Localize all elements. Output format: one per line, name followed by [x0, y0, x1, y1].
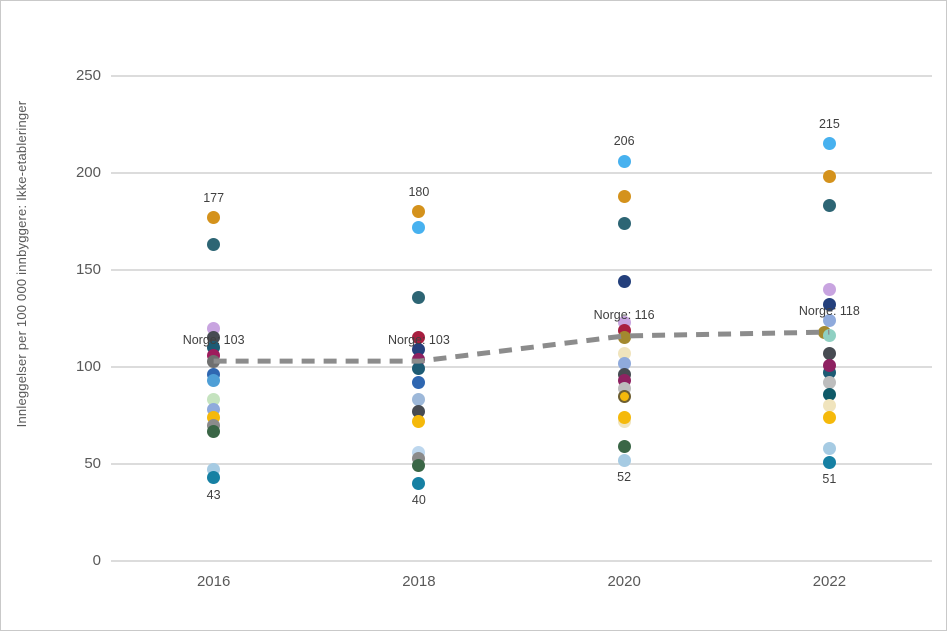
gridline-0: [111, 560, 932, 562]
data-point: [617, 389, 631, 403]
point-value-label: 40: [411, 493, 426, 508]
point-value-label: 180: [408, 184, 430, 199]
data-point: [822, 170, 836, 184]
data-point: [822, 137, 836, 151]
gridline-250: [111, 75, 932, 77]
data-point: [822, 399, 836, 413]
gridline-150: [111, 269, 932, 271]
data-point: [617, 189, 631, 203]
data-point: [207, 471, 221, 485]
data-point: [822, 455, 836, 469]
data-point: [412, 362, 426, 376]
data-point: [617, 331, 631, 345]
point-value-label: 215: [818, 116, 840, 131]
data-point: [412, 459, 426, 473]
x-tick-label: 2016: [196, 573, 231, 590]
norge-value-label: Norge: 116: [593, 307, 655, 322]
y-tick-label: 150: [75, 261, 101, 278]
point-value-label: 177: [203, 190, 225, 205]
y-tick-label: 250: [75, 67, 101, 84]
point-value-label: 51: [822, 472, 837, 487]
data-point: [412, 393, 426, 407]
norge-value-label: Norge: 118: [798, 304, 860, 319]
x-tick-label: 2022: [812, 573, 847, 590]
data-point: [412, 220, 426, 234]
data-point: [617, 275, 631, 289]
data-point: [207, 424, 221, 438]
data-point: [822, 313, 836, 327]
data-point: [822, 387, 836, 401]
x-tick-label: 2018: [402, 573, 436, 590]
data-point: [617, 410, 631, 424]
data-point: [207, 211, 221, 225]
data-point: [412, 205, 426, 219]
y-tick-label: 200: [75, 164, 101, 181]
point-value-label: 52: [617, 470, 632, 485]
data-point: [822, 410, 836, 424]
gridline-50: [111, 463, 932, 465]
data-point: [822, 199, 836, 213]
y-tick-label: 100: [75, 358, 101, 375]
data-point: [617, 440, 631, 454]
data-point: [617, 154, 631, 168]
data-point: [617, 453, 631, 467]
data-point: [822, 358, 836, 372]
data-point: [412, 376, 426, 390]
data-point: [822, 282, 836, 296]
data-point: [617, 216, 631, 230]
data-point: [412, 476, 426, 490]
point-value-label: 43: [206, 487, 221, 502]
data-point: [207, 354, 221, 368]
norge-value-label: Norge: 103: [182, 333, 245, 348]
data-point: [822, 441, 836, 455]
y-axis-title: Innleggelser per 100 000 innbyggere: Ikk…: [14, 100, 29, 428]
data-point: [207, 374, 221, 388]
y-tick-label: 0: [92, 552, 101, 569]
data-point: [822, 346, 836, 360]
point-value-label: 206: [613, 134, 635, 149]
gridline-200: [111, 172, 932, 174]
data-point: [207, 238, 221, 252]
x-tick-label: 2020: [607, 573, 641, 590]
data-point: [412, 414, 426, 428]
norge-value-label: Norge: 103: [387, 333, 450, 348]
data-point: [822, 298, 836, 312]
y-tick-label: 50: [84, 455, 101, 472]
data-point: [412, 290, 426, 304]
data-point: [822, 376, 836, 390]
gridline-100: [111, 366, 932, 368]
data-point: [822, 329, 836, 343]
